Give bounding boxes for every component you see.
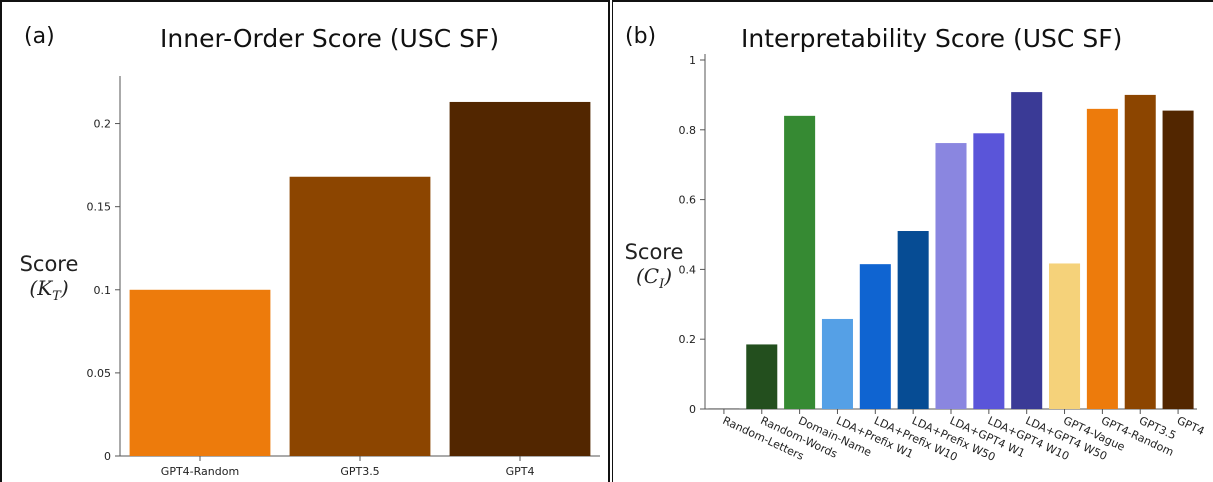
panel-b-bar bbox=[708, 408, 740, 409]
panel-b-y-axis-label: Score (CI) bbox=[621, 240, 687, 292]
panel-b-y-tick-label: 1 bbox=[689, 54, 696, 67]
panel-a-chart: 0 0.05 0.1 0.15 0.2 GPT4-Random GPT3.5 GPT4 bbox=[87, 76, 600, 478]
panel-b-bar bbox=[1011, 92, 1043, 409]
panel-a-y-tick-label: 0 bbox=[104, 450, 111, 463]
panel-b-bar bbox=[746, 344, 778, 409]
panel-b-y-tick-label: 0.2 bbox=[679, 333, 697, 346]
panel-b-y-axis-label-text: Score bbox=[624, 240, 684, 264]
panel-b-y-tick-label: 0.8 bbox=[679, 124, 697, 137]
panel-a-x-tick-label: GPT4 bbox=[506, 465, 535, 478]
panel-b: (b) Interpretability Score (USC SF) Scor… bbox=[612, 0, 1213, 482]
panel-b-bar bbox=[1162, 110, 1194, 409]
panel-a-y-axis-label: Score (KT) bbox=[16, 252, 82, 304]
panel-b-bar bbox=[1086, 108, 1118, 410]
panel-a: (a) Inner-Order Score (USC SF) Score (KT… bbox=[0, 0, 610, 482]
panel-b-y-tick-label: 0.6 bbox=[679, 194, 697, 207]
panel-a-title: Inner-Order Score (USC SF) bbox=[160, 24, 500, 53]
panel-a-y-tick-label: 0.1 bbox=[94, 284, 112, 297]
panel-a-x-tick-label: GPT4-Random bbox=[161, 465, 239, 478]
panel-b-chart: 00.20.40.60.81Random-LettersRandom-Words… bbox=[679, 54, 1207, 464]
panel-b-letter: (b) bbox=[625, 24, 657, 49]
panel-b-bar bbox=[859, 264, 891, 409]
panel-a-letter: (a) bbox=[24, 24, 55, 49]
panel-b-bar bbox=[1124, 94, 1156, 410]
panel-b-bar bbox=[1049, 263, 1081, 409]
panel-b-x-tick-label: GPT4 bbox=[1175, 414, 1207, 438]
panel-b-bar bbox=[784, 115, 816, 409]
panel-b-bar bbox=[935, 143, 967, 409]
panel-b-bar bbox=[821, 318, 853, 409]
panel-b-bar bbox=[973, 133, 1005, 410]
panel-a-y-axis-label-symbol: (KT) bbox=[29, 276, 69, 304]
panel-a-x-tick-label: GPT3.5 bbox=[340, 465, 379, 478]
panel-b-y-axis-label-symbol: (CI) bbox=[635, 264, 673, 292]
panel-b-y-tick-label: 0 bbox=[689, 403, 696, 416]
panel-b-y-tick-label: 0.4 bbox=[679, 263, 697, 276]
panel-a-bar bbox=[449, 101, 591, 457]
panel-b-bar bbox=[897, 231, 929, 409]
panel-a-y-tick-label: 0.05 bbox=[87, 367, 112, 380]
panel-a-bar bbox=[289, 176, 431, 456]
panel-a-y-tick-label: 0.2 bbox=[94, 118, 112, 131]
panel-b-title: Interpretability Score (USC SF) bbox=[741, 24, 1123, 53]
panel-a-y-tick-label: 0.15 bbox=[87, 201, 112, 214]
panel-a-y-axis-label-text: Score bbox=[19, 252, 79, 276]
panel-a-bar bbox=[129, 289, 271, 456]
